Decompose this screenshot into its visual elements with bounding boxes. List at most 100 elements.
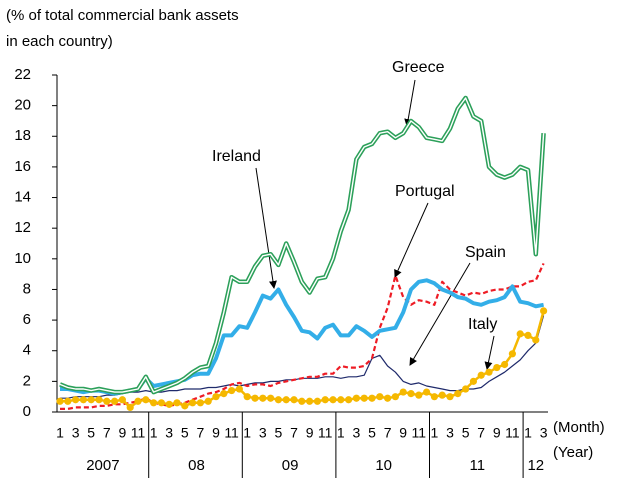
point (415, 391, 423, 399)
point (540, 307, 548, 315)
y-axis-label-text: (% of total commercial bank assets in eac… (6, 7, 239, 50)
x-tick-label: 7 (290, 425, 298, 441)
point (430, 393, 438, 401)
y-tick-label: 14 (14, 189, 31, 206)
point (228, 386, 236, 395)
year-label: 12 (527, 457, 544, 474)
x-tick-label: 1 (150, 425, 158, 441)
point (181, 402, 189, 410)
x-tick-label: 1 (243, 425, 251, 441)
x-tick-label: 1 (431, 425, 439, 441)
x-tick-label: 5 (87, 425, 95, 441)
point (477, 371, 485, 379)
point (313, 397, 321, 405)
year-label: 10 (375, 457, 392, 474)
point (485, 368, 493, 376)
point (157, 399, 165, 407)
point (399, 388, 407, 396)
x-tick-label: 9 (306, 425, 314, 441)
point (126, 403, 134, 412)
x-tick-label: 11 (224, 425, 239, 441)
annotation: Portugal (395, 183, 455, 200)
point (103, 397, 111, 405)
point (282, 396, 290, 404)
y-tick-label: 4 (23, 342, 31, 359)
x-axis-label: (Month) (553, 419, 605, 436)
point (290, 396, 298, 404)
annotation: Spain (465, 244, 506, 261)
point (56, 397, 64, 405)
point (87, 396, 95, 404)
point (259, 394, 267, 402)
point (329, 396, 337, 404)
point (469, 377, 477, 385)
arrow (404, 79, 416, 127)
point (376, 393, 384, 401)
point (337, 396, 345, 404)
point (220, 390, 228, 398)
point (524, 331, 532, 340)
x-tick-label: 9 (399, 425, 407, 441)
point (204, 397, 212, 405)
point (446, 393, 454, 401)
point (321, 396, 329, 404)
x-tick-label: 11 (505, 425, 520, 441)
y-tick-label: 18 (14, 127, 31, 144)
x-tick-label: 9 (119, 425, 127, 441)
point (72, 396, 80, 404)
point (423, 388, 431, 396)
x-tick-label: 7 (197, 425, 205, 441)
annotation: Italy (468, 316, 497, 333)
y-tick-label: 2 (23, 372, 31, 389)
point (64, 397, 72, 405)
point (189, 399, 197, 407)
x-tick-label: 5 (462, 425, 470, 441)
y-tick-label: 22 (14, 66, 31, 83)
point (267, 394, 275, 402)
y-tick-label: 20 (14, 97, 31, 114)
y-tick-label: 8 (23, 280, 31, 297)
annotations: Greece Ireland Portugal Spain Italy (212, 59, 506, 370)
point (516, 330, 524, 338)
point (345, 396, 353, 404)
annotation: Greece (392, 59, 445, 76)
point (274, 396, 282, 404)
annotation: Ireland (212, 148, 261, 165)
x-tick-label: 3 (165, 425, 173, 441)
x-tick-label: 1 (524, 425, 532, 441)
point (407, 390, 415, 398)
point (352, 394, 360, 402)
point (391, 393, 399, 401)
x-tick-label: 9 (212, 425, 220, 441)
point (368, 394, 376, 402)
line-thick (60, 278, 544, 396)
x-tick-label: 3 (353, 425, 361, 441)
point (493, 363, 501, 372)
point (134, 397, 142, 405)
x-tick-label: 3 (446, 425, 454, 441)
point (462, 385, 470, 393)
y-axis-label: (% of total commercial bank assets in eac… (6, 7, 239, 50)
point (235, 385, 243, 393)
point (118, 396, 126, 404)
x-axis-label: (Year) (553, 444, 593, 461)
x-tick-label: 1 (56, 425, 64, 441)
point (243, 393, 251, 401)
arrow (255, 167, 277, 289)
x-tick-label: 11 (131, 425, 146, 441)
x-tick-label: 3 (540, 425, 548, 441)
point (384, 394, 392, 402)
point (142, 396, 150, 404)
x-tick-label: 9 (493, 425, 501, 441)
y-tick-label: 12 (14, 219, 31, 236)
x-tick-label: 3 (259, 425, 267, 441)
y-tick-label: 0 (23, 403, 31, 420)
x-tick-label: 5 (368, 425, 376, 441)
point (173, 399, 181, 407)
arrow (409, 262, 471, 366)
y-tick-label: 6 (23, 311, 31, 328)
year-label: 08 (188, 457, 205, 474)
y-tick-label: 10 (14, 250, 31, 267)
year-label: 2007 (86, 457, 119, 474)
